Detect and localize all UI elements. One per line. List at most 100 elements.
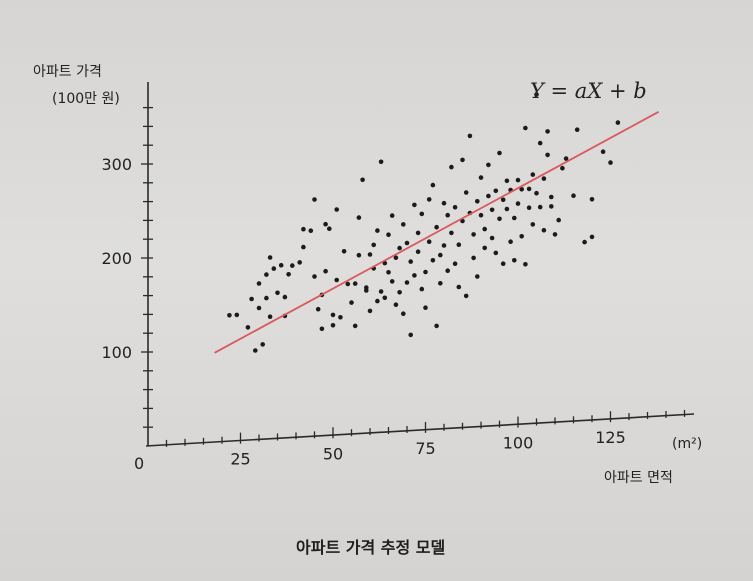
data-point <box>434 323 439 329</box>
data-point <box>504 206 510 212</box>
data-point <box>475 274 480 279</box>
data-point <box>401 311 406 317</box>
data-point <box>319 326 325 332</box>
data-point <box>478 175 484 180</box>
x-tick-label: 25 <box>230 450 250 469</box>
y-tick-label: 100 <box>101 343 132 362</box>
data-point <box>486 193 491 199</box>
data-point <box>334 277 340 283</box>
x-tick-group: 25 50 75 100 125 <box>165 409 686 469</box>
data-point <box>549 204 554 209</box>
data-point <box>271 266 277 271</box>
data-point <box>297 260 303 265</box>
data-point <box>582 239 587 245</box>
data-point <box>515 177 521 183</box>
data-point <box>356 215 362 220</box>
data-point <box>541 228 547 233</box>
data-point <box>256 281 262 286</box>
data-point <box>526 186 532 192</box>
data-point <box>493 250 499 256</box>
data-point <box>463 190 469 195</box>
data-point <box>471 255 476 261</box>
data-point <box>397 245 402 251</box>
data-point <box>415 249 421 254</box>
data-point <box>512 215 517 221</box>
data-point <box>460 157 465 163</box>
y-axis-unit: (100만 원) <box>52 91 120 107</box>
data-point <box>249 296 254 302</box>
data-point <box>482 226 488 232</box>
data-point <box>574 127 580 132</box>
data-point <box>600 149 606 154</box>
data-point <box>500 261 506 267</box>
data-point <box>456 284 462 290</box>
y-tick-label: 200 <box>101 249 132 268</box>
data-point <box>430 258 436 263</box>
data-point <box>275 290 280 296</box>
data-point <box>401 222 406 227</box>
data-point <box>504 178 510 184</box>
data-point <box>412 202 417 208</box>
data-point <box>367 252 373 257</box>
x-axis-label: 아파트 면적 <box>604 470 673 486</box>
x-tick-label: 50 <box>323 444 343 463</box>
data-point <box>286 272 291 277</box>
data-point <box>471 232 476 237</box>
data-point <box>260 342 266 347</box>
data-point <box>253 348 258 353</box>
data-point <box>486 162 491 168</box>
data-point <box>423 269 428 275</box>
data-point <box>341 249 347 254</box>
data-point <box>419 211 425 217</box>
data-point <box>386 232 391 237</box>
data-point <box>382 295 388 301</box>
data-point <box>408 332 414 338</box>
data-point <box>452 261 458 267</box>
data-point <box>367 308 373 314</box>
x-axis <box>145 413 695 447</box>
data-point <box>404 280 410 285</box>
data-point <box>375 228 380 233</box>
data-point <box>493 188 499 194</box>
x-tick-label: 75 <box>415 439 435 458</box>
data-point <box>412 273 417 278</box>
chart-caption: 아파트 가격 추정 모델 <box>296 538 445 557</box>
data-point <box>408 259 414 264</box>
x-tick-label: 125 <box>595 428 626 447</box>
regression-line <box>214 111 660 354</box>
data-point <box>323 221 328 227</box>
data-point <box>563 156 569 161</box>
data-point <box>534 92 539 97</box>
data-point <box>441 200 447 206</box>
data-point <box>282 294 288 300</box>
data-point <box>338 315 343 320</box>
data-point <box>227 313 232 318</box>
data-point <box>449 164 454 170</box>
data-point <box>360 177 365 183</box>
data-point <box>434 224 439 230</box>
data-point <box>378 159 384 165</box>
data-point <box>467 133 473 139</box>
data-point <box>560 165 565 171</box>
data-point <box>456 242 462 247</box>
data-point <box>349 300 354 305</box>
data-point <box>301 244 306 250</box>
data-point <box>552 232 558 237</box>
data-point <box>519 187 524 192</box>
data-point <box>445 212 451 218</box>
data-point <box>330 312 336 318</box>
data-point <box>393 302 399 308</box>
data-point <box>301 226 306 232</box>
data-point <box>541 176 547 181</box>
data-point <box>334 207 340 212</box>
y-axis-label: 아파트 가격 <box>33 64 102 80</box>
data-point <box>545 152 550 158</box>
data-point <box>608 160 613 165</box>
data-point <box>264 272 269 277</box>
data-point <box>508 239 513 244</box>
data-point <box>393 255 399 260</box>
data-point <box>497 150 502 156</box>
data-point <box>312 197 317 202</box>
data-point <box>290 263 295 268</box>
